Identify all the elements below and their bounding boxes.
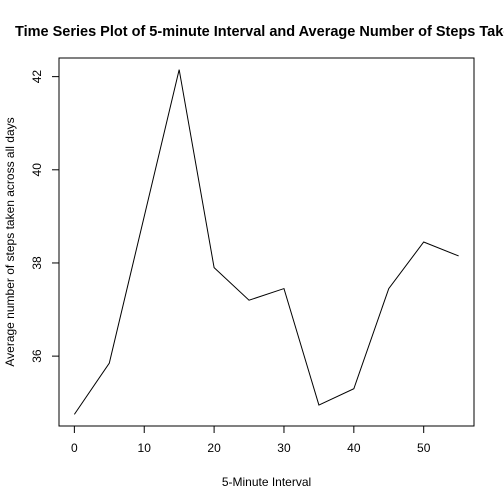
y-axis: 36 38 40 42	[30, 70, 60, 363]
x-tick-label: 30	[277, 441, 291, 455]
y-tick-label: 40	[30, 163, 44, 177]
series-layer	[73, 69, 459, 415]
y-tick-label: 42	[30, 70, 44, 84]
y-tick-label: 38	[30, 256, 44, 270]
x-axis: 0 10 20 30 40 50	[71, 425, 431, 455]
x-tick-label: 10	[138, 441, 152, 455]
plot-frame	[58, 57, 475, 427]
x-axis-label: 5-Minute Interval	[222, 475, 311, 489]
x-tick-label: 0	[71, 441, 78, 455]
series-line	[73, 69, 459, 415]
chart-title: Time Series Plot of 5-minute Interval an…	[15, 24, 504, 40]
x-tick-label: 20	[207, 441, 221, 455]
y-tick-label: 36	[30, 349, 44, 363]
x-tick-label: 50	[417, 441, 431, 455]
x-tick-label: 40	[347, 441, 361, 455]
y-axis-label: Average number of steps taken across all…	[3, 117, 17, 366]
